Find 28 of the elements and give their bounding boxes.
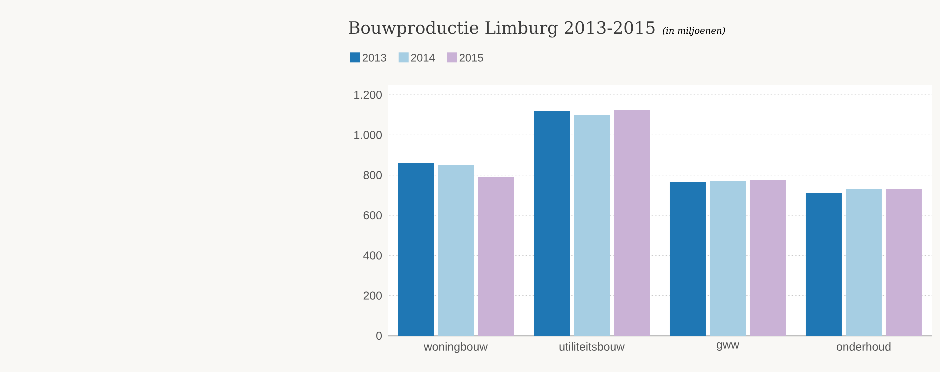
bar xyxy=(670,182,706,336)
x-tick-label: woningbouw xyxy=(424,342,488,354)
y-tick-label: 200 xyxy=(364,292,382,300)
y-tick-label: 1.000 xyxy=(354,131,382,140)
bar xyxy=(398,163,434,336)
legend-label: 2014 xyxy=(411,54,436,62)
bar xyxy=(574,115,610,336)
bar xyxy=(438,165,474,336)
x-tick-label: gww xyxy=(716,342,740,352)
chart-subtitle: (in miljoenen) xyxy=(663,27,726,36)
bar xyxy=(614,110,650,336)
bar xyxy=(806,193,842,336)
y-tick-label: 600 xyxy=(364,211,382,220)
y-tick-label: 1.200 xyxy=(354,90,382,100)
y-tick-label: 0 xyxy=(376,332,382,340)
x-tick-label: utiliteitsbouw xyxy=(560,342,625,351)
bar xyxy=(710,181,746,336)
y-tick-label: 400 xyxy=(364,252,382,260)
bar xyxy=(478,177,514,336)
legend-label: 2015 xyxy=(460,54,484,62)
bar xyxy=(534,111,570,336)
bar xyxy=(750,180,786,336)
bar xyxy=(846,189,882,336)
x-tick-label: onderhoud xyxy=(836,342,891,351)
bar xyxy=(886,189,922,336)
y-tick-label: 800 xyxy=(364,171,382,180)
chart-title: Bouwproductie Limburg 2013-2015 xyxy=(349,21,655,38)
legend-label: 2013 xyxy=(362,54,386,62)
